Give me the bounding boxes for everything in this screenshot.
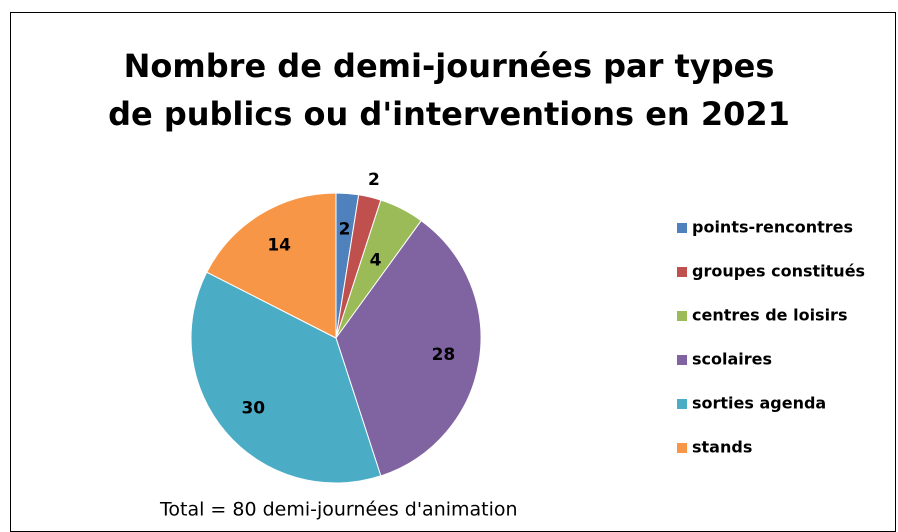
pie-slice [190, 271, 382, 484]
data-label: 30 [241, 399, 265, 419]
annotation: Total = 80 demi-journées d'animation [159, 499, 518, 521]
legend-swatch [677, 399, 687, 409]
data-label: 2 [339, 220, 351, 240]
pie-slice [206, 192, 337, 339]
data-label: 28 [432, 345, 456, 365]
data-label: 14 [267, 235, 291, 255]
legend-label: stands [692, 438, 752, 457]
pie-slice [335, 219, 482, 477]
legend-swatch [677, 355, 687, 365]
legend-label: sorties agenda [692, 394, 826, 413]
legend-label: points-rencontres [692, 218, 853, 237]
legend-swatch [677, 311, 687, 321]
legend-swatch [677, 223, 687, 233]
data-label: 4 [370, 250, 382, 270]
data-label: 2 [368, 170, 380, 190]
legend-label: groupes constitués [692, 262, 865, 281]
chart-title: Nombre de demi-journées par types de pub… [108, 47, 790, 133]
legend-swatch [677, 443, 687, 453]
legend-label: scolaires [692, 350, 772, 369]
legend-label: centres de loisirs [692, 306, 847, 325]
legend-swatch [677, 267, 687, 277]
